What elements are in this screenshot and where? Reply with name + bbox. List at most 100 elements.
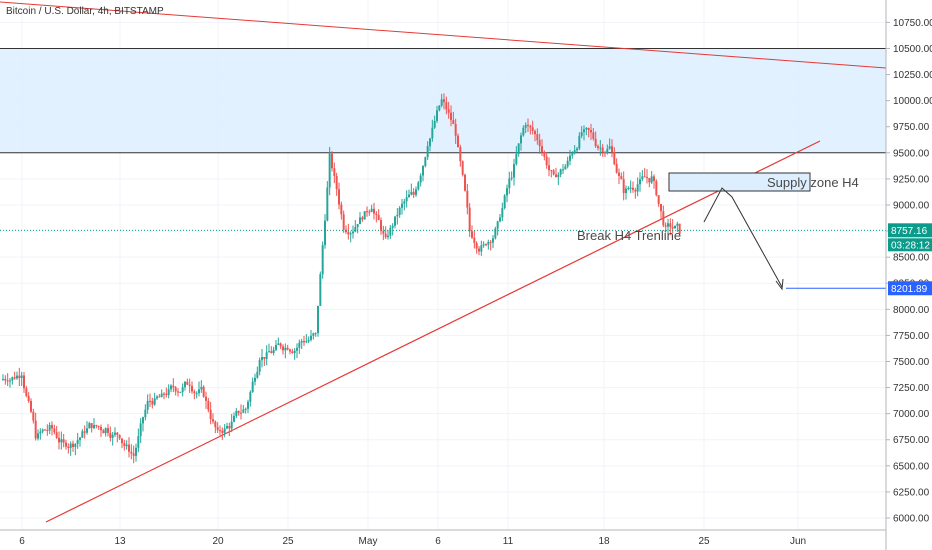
candle-body xyxy=(237,410,240,413)
x-tick-label: 20 xyxy=(212,536,224,547)
candle-body xyxy=(613,152,616,165)
x-tick-label: 11 xyxy=(503,536,514,547)
candle-body xyxy=(86,428,88,433)
candle-body xyxy=(363,211,366,220)
candle-body xyxy=(95,425,98,427)
candle-body xyxy=(216,427,219,431)
candle-body xyxy=(466,190,469,208)
candle-body xyxy=(314,332,317,334)
candle-body xyxy=(34,420,37,439)
candle-body xyxy=(191,385,193,392)
candle-body xyxy=(37,433,39,439)
candle-body xyxy=(510,177,513,179)
y-tick-label: 7750.00 xyxy=(893,331,930,342)
candle-body xyxy=(53,428,56,433)
candle-body xyxy=(97,426,100,428)
candle-body xyxy=(480,245,483,252)
price-axis[interactable]: 10750.00 10500.00 10250.00 10000.00 9750.00 9… xyxy=(885,0,932,550)
candle-body xyxy=(177,391,179,393)
candle-body xyxy=(468,207,471,232)
candle-body xyxy=(331,153,333,169)
candle-body xyxy=(81,431,84,438)
candle-body xyxy=(319,274,322,306)
candle-body xyxy=(401,203,403,208)
candle-body xyxy=(662,211,665,226)
candle-body xyxy=(625,188,627,194)
candle-body xyxy=(426,146,429,158)
candle-body xyxy=(69,443,72,448)
candle-body xyxy=(531,127,534,132)
candle-body xyxy=(534,131,536,135)
candle-body xyxy=(312,333,315,336)
candle-body xyxy=(261,357,263,361)
candle-body xyxy=(380,220,382,231)
candle-body xyxy=(573,150,576,154)
candle-body xyxy=(475,242,478,249)
y-tick-label: 10750.00 xyxy=(893,18,932,29)
candle-body xyxy=(664,225,667,227)
chart-title: Bitcoin / U.S. Dollar, 4h, BITSTAMP xyxy=(6,6,164,17)
time-axis[interactable]: 6 13 20 25 May 6 11 18 25 Jun xyxy=(0,529,886,547)
candle-body xyxy=(485,244,487,246)
supply-zone-label: Supply zone H4 xyxy=(767,175,859,190)
candle-body xyxy=(636,184,639,192)
ascending-trendline[interactable] xyxy=(45,140,821,523)
candle-body xyxy=(88,423,91,429)
y-tick-label: 8000.00 xyxy=(893,305,930,316)
candle-body xyxy=(254,377,256,382)
candle-body xyxy=(552,170,555,175)
candle-body xyxy=(494,228,497,239)
candle-body xyxy=(599,147,602,149)
candle-body xyxy=(352,231,354,234)
candle-body xyxy=(272,349,275,353)
countdown-value: 03:28:12 xyxy=(891,240,930,251)
candle-body xyxy=(27,395,30,401)
candle-body xyxy=(349,233,352,235)
candle-body xyxy=(347,232,350,235)
candle-body xyxy=(30,400,32,412)
candle-body xyxy=(219,430,221,432)
candle-body xyxy=(209,409,212,420)
candle-body xyxy=(583,129,585,133)
candle-body xyxy=(618,172,620,176)
candle-body xyxy=(489,241,492,243)
candle-body xyxy=(373,208,375,214)
projection-arrow[interactable] xyxy=(703,187,783,288)
candle-body xyxy=(566,160,569,167)
candle-body xyxy=(515,153,518,165)
candle-body xyxy=(102,430,105,434)
candle-body xyxy=(431,127,434,139)
candle-body xyxy=(338,189,340,205)
candle-body xyxy=(562,169,564,171)
candle-body xyxy=(604,152,606,154)
candle-body xyxy=(279,343,282,347)
descending-trendline[interactable] xyxy=(0,1,887,69)
supply-zone-h4-box[interactable] xyxy=(668,172,811,192)
candle-body xyxy=(263,357,266,359)
candle-body xyxy=(193,391,196,394)
candle-body xyxy=(594,138,597,147)
candle-body xyxy=(464,174,466,191)
candle-body xyxy=(622,179,625,194)
candle-body xyxy=(354,227,357,232)
candle-body xyxy=(394,216,396,226)
candle-body xyxy=(632,187,634,190)
candle-body xyxy=(569,155,571,161)
x-tick-label: 25 xyxy=(698,536,710,547)
candle-body xyxy=(384,233,387,238)
candle-body xyxy=(233,416,235,422)
candle-body xyxy=(116,432,119,435)
candle-body xyxy=(46,429,49,431)
candle-body xyxy=(307,339,310,342)
candle-body xyxy=(303,340,305,343)
candle-body xyxy=(244,408,247,410)
candle-body xyxy=(205,396,207,401)
arrow-head-icon xyxy=(775,278,784,291)
candle-body xyxy=(412,191,415,195)
candle-body xyxy=(44,429,46,431)
candle-body xyxy=(83,431,86,433)
candle-body xyxy=(370,208,373,212)
candle-body xyxy=(678,223,681,234)
target-price-value: 8201.89 xyxy=(891,284,928,295)
